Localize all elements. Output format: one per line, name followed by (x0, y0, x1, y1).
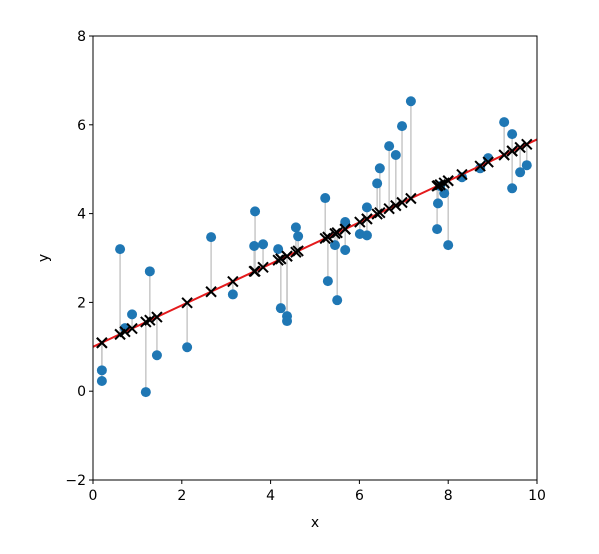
predicted-point (181, 297, 193, 309)
observed-point (227, 289, 238, 300)
predicted-point (205, 286, 217, 298)
predicted-point (96, 337, 108, 349)
y-tick-label: 0 (77, 384, 86, 400)
y-tick-label: 6 (77, 118, 86, 134)
predicted-point (482, 156, 494, 168)
observed-point (507, 129, 518, 140)
observed-point (432, 198, 443, 209)
observed-point (151, 350, 162, 361)
predicted-point (227, 275, 239, 288)
observed-point (390, 149, 401, 160)
predicted-point (281, 250, 293, 262)
predicted-point (151, 311, 163, 323)
observed-point (275, 303, 286, 314)
observed-point (144, 266, 155, 277)
predicted-point (126, 322, 138, 335)
y-tick-label: 2 (77, 295, 86, 311)
observed-point (361, 202, 372, 213)
predicted-point (275, 253, 287, 265)
observed-point (332, 295, 343, 306)
predicted-point (514, 141, 526, 154)
observed-point (405, 96, 416, 107)
predicted-point (339, 223, 351, 235)
x-tick-label: 4 (266, 488, 275, 504)
observed-point (340, 217, 351, 228)
predicted-point (322, 231, 334, 243)
x-tick-label: 8 (444, 488, 453, 504)
y-tick-label: 8 (77, 29, 86, 45)
observed-point (115, 244, 126, 255)
observed-point (282, 316, 293, 327)
predicted-point (292, 245, 304, 257)
observed-point (249, 241, 260, 252)
observed-point (290, 222, 301, 233)
observed-point (182, 342, 193, 353)
x-tick-label: 2 (177, 488, 186, 504)
x-tick-label: 6 (355, 488, 364, 504)
observed-point (273, 244, 284, 255)
predicted-point (354, 216, 366, 228)
predicted-point (498, 149, 510, 161)
observed-point (322, 276, 333, 287)
observed-point (443, 240, 454, 251)
predicted-point (390, 199, 402, 212)
predicted-point (456, 168, 468, 181)
observed-point (127, 309, 138, 320)
observed-point (96, 375, 107, 386)
y-tick-label: −2 (65, 473, 86, 489)
predicted-point (249, 265, 261, 278)
predicted-point (361, 213, 373, 225)
x-tick-label: 0 (89, 488, 98, 504)
observed-point (140, 387, 151, 398)
x-tick-label: 10 (528, 488, 546, 504)
observed-point (499, 117, 510, 128)
x-axis-label: x (311, 515, 319, 531)
observed-point (384, 141, 395, 152)
plot-frame (92, 35, 538, 481)
observed-point (361, 230, 372, 241)
observed-point (96, 365, 107, 376)
observed-point (340, 245, 351, 256)
predicted-point (144, 314, 156, 326)
observed-point (374, 163, 385, 174)
predicted-point (374, 207, 386, 219)
predicted-point (405, 192, 417, 205)
observed-point (507, 183, 518, 194)
predicted-point (119, 325, 131, 338)
observed-point (432, 224, 443, 235)
y-tick-label: 4 (77, 207, 86, 223)
observed-point (258, 239, 269, 250)
observed-point (397, 121, 408, 132)
observed-point (521, 160, 532, 171)
y-axis-label: y (36, 254, 52, 262)
observed-point (320, 193, 331, 204)
observed-point (329, 240, 340, 251)
predicted-point (506, 145, 518, 157)
observed-point (293, 231, 304, 242)
predicted-point (521, 138, 533, 151)
observed-point (515, 167, 526, 178)
observed-point (372, 178, 383, 189)
predicted-point (474, 160, 486, 172)
observed-point (206, 232, 217, 243)
predicted-point (331, 226, 343, 239)
observed-point (250, 206, 261, 217)
predicted-point (383, 203, 395, 215)
predicted-point (396, 196, 408, 209)
predicted-point (442, 175, 454, 187)
predicted-point (257, 261, 269, 274)
